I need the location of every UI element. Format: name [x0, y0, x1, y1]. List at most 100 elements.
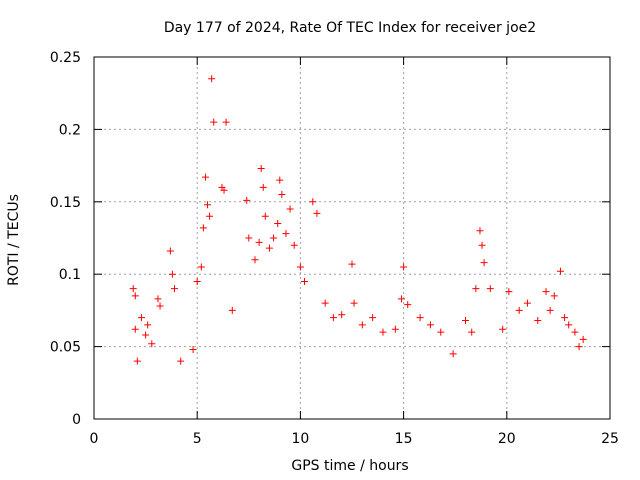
data-point — [131, 325, 139, 333]
data-point — [391, 325, 399, 333]
data-point — [154, 295, 162, 303]
data-point — [228, 306, 236, 314]
data-point — [379, 328, 387, 336]
data-point — [468, 328, 476, 336]
y-tick-label: 0.15 — [50, 195, 81, 211]
plot-frame — [93, 56, 611, 420]
data-point — [313, 209, 321, 217]
data-point — [462, 317, 470, 325]
data-point — [579, 335, 587, 343]
y-tick-label: 0.25 — [50, 50, 81, 66]
data-point — [265, 244, 273, 252]
data-point — [472, 285, 480, 293]
data-point — [290, 241, 298, 249]
data-point — [476, 227, 484, 235]
y-tick-label: 0.2 — [59, 122, 81, 138]
data-point — [133, 357, 141, 365]
data-point — [222, 118, 230, 126]
data-point — [210, 118, 218, 126]
data-point — [255, 238, 263, 246]
data-point — [505, 288, 513, 296]
data-point — [301, 277, 309, 285]
data-point — [201, 173, 209, 181]
data-point — [515, 306, 523, 314]
data-point — [270, 234, 278, 242]
data-point — [199, 224, 207, 232]
data-point — [257, 164, 265, 172]
x-axis-label: GPS time / hours — [291, 458, 408, 474]
data-point — [276, 176, 284, 184]
chart-title: Day 177 of 2024, Rate Of TEC Index for r… — [164, 20, 536, 36]
data-point — [193, 277, 201, 285]
data-point — [358, 321, 366, 329]
data-point — [259, 183, 267, 191]
y-axis-label: ROTI / TECUs — [6, 194, 22, 286]
data-point — [243, 196, 251, 204]
data-point — [251, 256, 259, 264]
data-point — [416, 314, 424, 322]
data-point — [245, 234, 253, 242]
x-tick-label: 20 — [498, 431, 516, 447]
data-point — [168, 270, 176, 278]
data-point — [350, 299, 358, 307]
data-point — [426, 321, 434, 329]
data-points — [129, 75, 587, 365]
data-point — [204, 201, 212, 209]
data-point — [321, 299, 329, 307]
data-point — [166, 247, 174, 255]
x-tick-label: 15 — [395, 431, 413, 447]
data-point — [137, 314, 145, 322]
data-point — [478, 241, 486, 249]
data-point — [480, 259, 488, 267]
data-point — [206, 212, 214, 220]
data-point — [437, 328, 445, 336]
data-point — [565, 321, 573, 329]
data-point — [286, 205, 294, 213]
data-point — [523, 299, 531, 307]
y-tick-label: 0 — [72, 412, 81, 428]
data-point — [170, 285, 178, 293]
data-point — [369, 314, 377, 322]
y-tick-label: 0.05 — [50, 340, 81, 356]
axes: 0 0.05 0.1 0.15 0.2 0.25 0 5 10 15 20 25 — [50, 50, 619, 447]
data-point — [309, 198, 317, 206]
data-point — [400, 263, 408, 271]
data-point — [571, 328, 579, 336]
x-tick-label: 25 — [601, 431, 619, 447]
data-point — [220, 186, 228, 194]
x-tick-label: 5 — [193, 431, 202, 447]
data-point — [546, 306, 554, 314]
data-point — [131, 292, 139, 300]
data-point — [177, 357, 185, 365]
data-point — [398, 295, 406, 303]
data-point — [274, 220, 282, 228]
data-point — [561, 314, 569, 322]
data-point — [296, 263, 304, 271]
data-point — [144, 321, 152, 329]
data-point — [129, 285, 137, 293]
data-point — [208, 75, 216, 83]
data-point — [329, 314, 337, 322]
data-point — [189, 345, 197, 353]
x-tick-label: 0 — [90, 431, 99, 447]
data-point — [550, 292, 558, 300]
data-point — [348, 260, 356, 268]
data-point — [278, 191, 286, 199]
grid-lines — [94, 57, 610, 419]
data-point — [486, 285, 494, 293]
data-point — [499, 325, 507, 333]
data-point — [282, 230, 290, 238]
data-point — [404, 301, 412, 309]
data-point — [542, 288, 550, 296]
data-point — [449, 350, 457, 358]
data-point — [142, 331, 150, 339]
data-point — [148, 340, 156, 348]
x-tick-label: 10 — [291, 431, 309, 447]
data-point — [556, 267, 564, 275]
data-point — [197, 263, 205, 271]
data-point — [338, 311, 346, 319]
data-point — [261, 212, 269, 220]
data-point — [156, 302, 164, 310]
